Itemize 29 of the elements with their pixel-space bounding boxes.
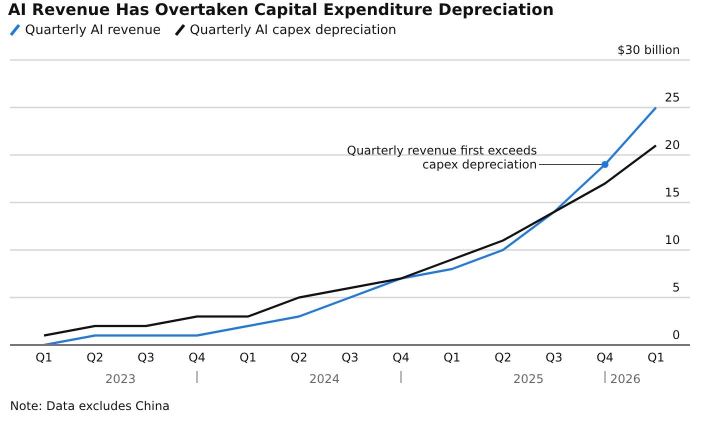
- legend-label: Quarterly AI capex depreciation: [188, 22, 396, 38]
- legend-label: Quarterly AI revenue: [24, 22, 161, 38]
- y-tick-label: 10: [664, 233, 680, 247]
- x-tick-label: Q1: [239, 350, 257, 365]
- chart-title: AI Revenue Has Overtaken Capital Expenditure Depreciation: [7, 0, 555, 20]
- x-tick-label: Q1: [35, 350, 53, 365]
- x-tick-label: Q2: [290, 350, 308, 365]
- y-tick-label: 15: [664, 186, 680, 200]
- y-tick-label: 5: [672, 280, 680, 294]
- x-tick-label: Q3: [137, 350, 155, 365]
- text: 2026: [610, 372, 641, 386]
- y-tick-label: 0: [672, 328, 680, 342]
- text: Note: Data excludes China: [10, 399, 171, 413]
- text: 2023: [105, 372, 136, 386]
- x-tick-label: Q4: [596, 350, 614, 365]
- text: 2024: [309, 372, 340, 386]
- x-tick-label: Q3: [341, 350, 359, 365]
- x-tick-label: Q2: [86, 350, 104, 365]
- x-tick-label: Q1: [647, 350, 665, 365]
- x-tick-label: Q3: [545, 350, 563, 365]
- x-tick-label: Q2: [494, 350, 512, 365]
- x-tick-label: Q1: [443, 350, 461, 365]
- y-tick-label: 25: [664, 90, 680, 104]
- y-tick-label: 20: [664, 138, 680, 152]
- annotation: Quarterly revenue first exceeds capex depreciation: [346, 144, 537, 172]
- x-tick-label: Q4: [392, 350, 410, 365]
- text: 2025: [513, 372, 544, 386]
- y-tick-label: $30 billion: [617, 43, 680, 57]
- x-tick-label: Q4: [188, 350, 206, 365]
